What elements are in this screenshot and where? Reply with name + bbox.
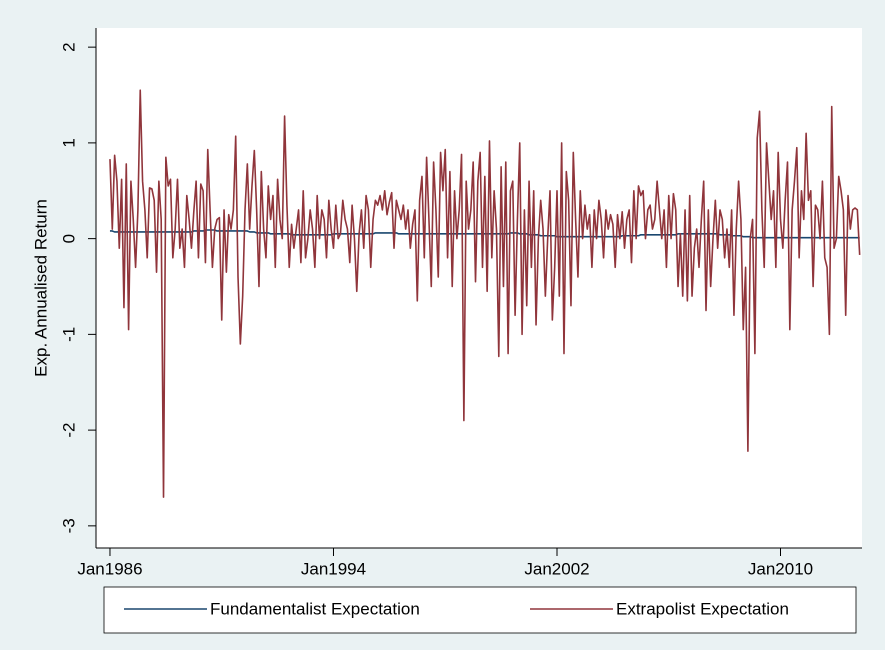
x-tick-label: Jan2010	[748, 559, 813, 578]
series-line	[109, 229, 860, 239]
y-tick-label: -1	[59, 327, 78, 342]
plot-area	[96, 28, 862, 548]
series-line	[109, 89, 861, 498]
y-tick-label: 1	[59, 138, 78, 147]
x-tick-label: Jan1994	[301, 559, 366, 578]
y-tick-label: -3	[59, 518, 78, 533]
legend	[103, 586, 857, 634]
legend-label: Extrapolist Expectation	[616, 599, 789, 618]
y-tick-label: -2	[59, 423, 78, 438]
y-tick-label: 0	[59, 234, 78, 243]
x-tick-label: Jan2002	[524, 559, 589, 578]
x-tick-label: Jan1986	[77, 559, 142, 578]
y-axis-title: Exp. Annualised Return	[31, 199, 50, 377]
y-tick-label: 2	[59, 42, 78, 51]
legend-label: Fundamentalist Expectation	[210, 599, 420, 618]
